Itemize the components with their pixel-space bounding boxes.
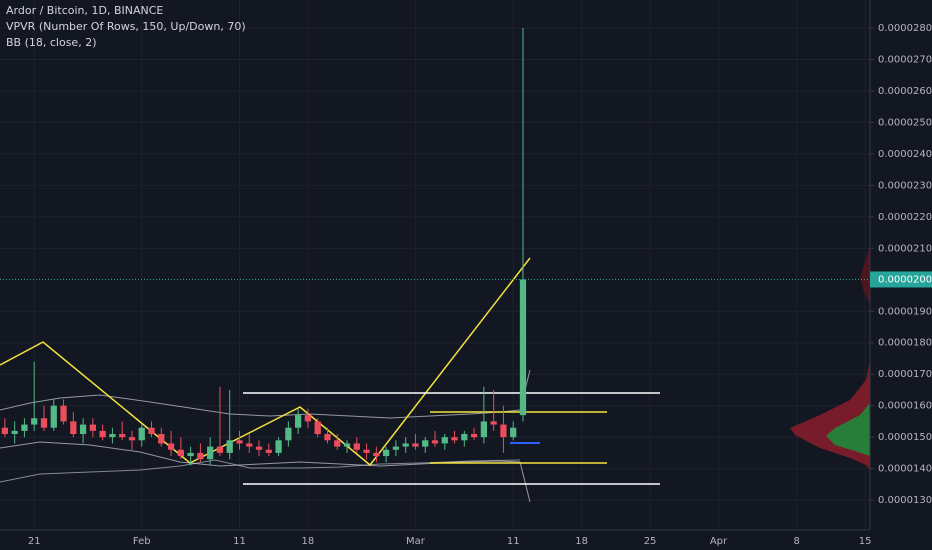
- candle-body: [451, 437, 458, 441]
- candle-body: [187, 452, 194, 457]
- indicator-label: BB (18, close, 2): [6, 36, 97, 49]
- x-tick-label: Mar: [406, 536, 426, 547]
- bb-lower: [0, 459, 521, 483]
- candle-body: [70, 421, 77, 435]
- candle-body: [207, 446, 214, 460]
- bb-basis: [0, 441, 531, 503]
- candle-body: [1, 427, 9, 435]
- candle-body: [519, 279, 527, 416]
- zigzag-drawing: [0, 257, 531, 467]
- candle-body: [402, 443, 409, 447]
- candle-body: [373, 452, 380, 457]
- candle-body: [500, 424, 507, 438]
- price-label: 0.00002001: [878, 274, 932, 285]
- candle-body: [177, 449, 184, 457]
- candle-body: [226, 440, 233, 453]
- candle-body: [236, 440, 243, 444]
- candle-body: [343, 443, 351, 447]
- candle-body: [490, 421, 497, 425]
- candle-body: [285, 427, 292, 441]
- y-tick-label: 0.00002800: [878, 23, 932, 34]
- candle-body: [167, 443, 175, 450]
- price-label-box: [870, 271, 932, 288]
- candle-body: [324, 434, 331, 441]
- candle-body: [470, 434, 478, 438]
- candle-body: [158, 434, 165, 444]
- candle-body: [422, 440, 429, 447]
- candle-body: [99, 430, 106, 438]
- candle-body: [382, 449, 390, 457]
- candle-body: [334, 440, 341, 447]
- candle-body: [148, 427, 155, 435]
- candle-body: [314, 421, 321, 435]
- candles: [1, 28, 527, 466]
- candle-body: [265, 449, 272, 453]
- x-tick-label: Feb: [133, 536, 151, 547]
- x-tick-label: 11: [233, 536, 246, 547]
- vpvr-down-upper: [860, 245, 870, 305]
- candle-body: [304, 415, 312, 422]
- candle-body: [461, 434, 468, 441]
- candle-body: [353, 443, 360, 450]
- candle-body: [216, 446, 224, 453]
- x-tick-label: 18: [302, 536, 315, 547]
- candle-body: [480, 421, 488, 438]
- grid: [0, 0, 870, 530]
- candle-body: [79, 424, 87, 435]
- candle-body: [431, 440, 439, 444]
- candle-body: [11, 430, 18, 435]
- candle-body: [109, 434, 116, 438]
- candle-body: [363, 449, 370, 453]
- bb-upper: [0, 369, 531, 419]
- candle-body: [510, 427, 517, 438]
- candle-body: [255, 446, 263, 450]
- x-tick-label: 15: [859, 536, 872, 547]
- x-tick-label: 25: [644, 536, 657, 547]
- candle-body: [119, 434, 126, 438]
- candle-body: [295, 415, 302, 428]
- candle-body: [40, 418, 48, 428]
- x-tick-label: 11: [507, 536, 520, 547]
- x-tick-label: 8: [793, 536, 799, 547]
- candle-body: [31, 418, 38, 425]
- indicator-label: VPVR (Number Of Rows, 150, Up/Down, 70): [6, 20, 246, 33]
- x-tick-label: 18: [575, 536, 588, 547]
- candle-body: [50, 405, 57, 428]
- candle-body: [60, 405, 67, 422]
- candle-body: [412, 443, 419, 447]
- candle-body: [138, 427, 145, 441]
- candle-body: [21, 424, 28, 431]
- candle-body: [392, 446, 400, 450]
- candle-body: [246, 443, 253, 447]
- candle-body: [441, 437, 448, 444]
- candle-body: [197, 452, 204, 460]
- candle-body: [275, 440, 282, 453]
- x-tick-label: 21: [28, 536, 41, 547]
- vpvr-up: [826, 403, 870, 456]
- candle-body: [128, 437, 136, 441]
- chart-title: Ardor / Bitcoin, 1D, BINANCE: [6, 4, 163, 17]
- x-tick-label: Apr: [710, 536, 728, 547]
- candle-body: [89, 424, 96, 431]
